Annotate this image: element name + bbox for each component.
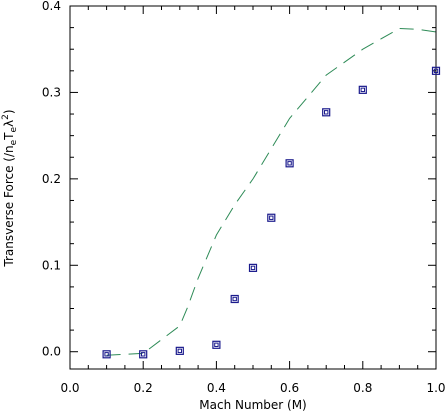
data-point [139,350,148,359]
data-point [248,263,258,272]
data-point [267,213,276,222]
x-tick-label: 1.0 [426,381,445,395]
data-point [212,340,221,349]
y-tick-label: 0.3 [42,85,61,99]
marker-outer-square [358,85,367,94]
y-axis-label: Transverse Force (/neTeλ2) [1,109,19,267]
data-point [285,159,294,168]
marker-inner-square [287,161,292,166]
x-axis-label: Mach Number (M) [199,398,306,412]
data-markers [102,66,441,359]
x-tick-label: 0.6 [280,381,299,395]
marker-inner-square [104,352,109,357]
x-tick-label: 0.2 [134,381,153,395]
marker-inner-square [141,352,146,357]
data-point [230,294,239,304]
data-point [431,66,441,75]
y-tick-label: 0.4 [42,0,61,13]
dashed-model-line [106,27,437,356]
marker-inner-square [433,68,439,74]
marker-outer-square [212,340,221,349]
marker-outer-square [102,350,111,359]
marker-outer-square [175,346,184,355]
y-axis-ticks: 0.0 0.1 0.2 0.3 0.4 [42,0,436,359]
data-point [102,350,111,359]
marker-outer-square [431,66,441,75]
x-tick-label: 0.0 [60,381,79,395]
marker-outer-square [230,294,239,304]
x-tick-label: 0.4 [207,381,226,395]
y-tick-label: 0.0 [42,345,61,359]
marker-inner-square [232,296,237,302]
y-tick-label: 0.2 [42,172,61,186]
data-point [358,85,367,94]
data-point [322,108,331,117]
marker-inner-square [177,348,183,354]
plot-frame [69,5,437,370]
marker-inner-square [269,215,274,220]
data-point [175,346,184,355]
marker-inner-square [324,110,329,115]
x-axis-ticks: 0.0 0.2 0.4 0.6 0.8 1.0 [60,6,446,395]
x-tick-label: 0.8 [353,381,372,395]
marker-inner-square [250,265,256,271]
y-tick-label: 0.1 [42,258,61,272]
marker-outer-square [248,263,258,272]
marker-inner-square [360,87,366,93]
marker-inner-square [214,342,219,348]
marker-outer-square [139,350,148,359]
marker-outer-square [267,213,276,222]
marker-outer-square [285,159,294,168]
marker-outer-square [322,108,331,117]
